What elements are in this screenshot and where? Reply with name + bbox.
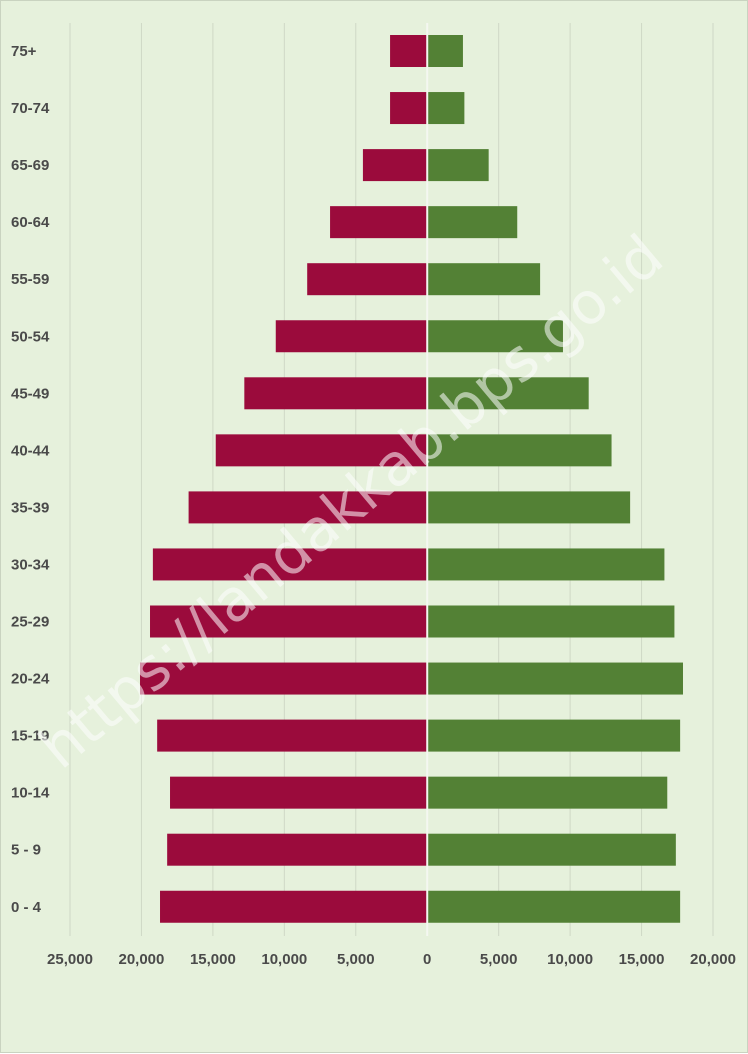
age-group-label: 50-54 [11,328,50,345]
bar-right [427,320,563,353]
bar-left [307,263,428,296]
bar-right [427,605,675,638]
bar-right [427,263,541,296]
x-tick-label: 10,000 [261,951,307,968]
age-group-label: 20-24 [11,671,50,688]
age-group-label: 40-44 [11,442,50,459]
bar-right [427,377,589,410]
bar-right [427,833,676,866]
x-tick-label: 20,000 [118,951,164,968]
x-axis-tick-labels: 25,000 20,000 15,000 10,000 5,000 0 5,000 10,00… [47,951,736,968]
x-tick-label: 15,000 [190,951,236,968]
bar-left [160,890,428,923]
bar-right [427,719,681,752]
bar-left [167,833,428,866]
bar-left [150,605,428,638]
bar-right [427,776,668,809]
bar-left [330,206,428,239]
age-group-label: 60-64 [11,214,50,231]
age-group-label: 45-49 [11,385,49,402]
bar-left [390,92,428,125]
x-tick-label: 5,000 [480,951,518,968]
bar-left [215,434,428,467]
age-group-label: 65-69 [11,157,49,174]
bar-right [427,491,631,524]
bar-left [362,149,428,182]
bar-left [275,320,428,353]
bar-right [427,206,518,239]
bar-right [427,662,683,695]
age-group-label: 35-39 [11,499,49,516]
x-tick-label: 0 [423,951,431,968]
x-tick-label: 25,000 [47,951,93,968]
bar-right [427,890,681,923]
age-group-label: 30-34 [11,556,50,573]
bar-left [170,776,428,809]
bar-right [427,434,612,467]
x-tick-label: 15,000 [619,951,665,968]
bar-right [427,92,465,125]
bars [140,35,683,923]
bar-left [188,491,428,524]
bar-left [152,548,428,581]
bar-left [390,35,428,67]
bar-right [427,35,463,67]
age-group-label: 75+ [11,43,37,60]
x-tick-label: 5,000 [337,951,375,968]
age-group-label: 5 - 9 [11,842,41,859]
x-tick-label: 10,000 [547,951,593,968]
age-group-label: 70-74 [11,100,50,117]
bar-left [157,719,428,752]
age-group-label: 25-29 [11,614,49,631]
x-tick-label: 20,000 [690,951,736,968]
bar-left [244,377,428,410]
age-group-label: 0 - 4 [11,899,42,916]
age-group-labels: 75+ 70-74 65-69 60-64 55-59 50-54 45-49 40-44 35… [11,43,50,916]
age-group-label: 10-14 [11,785,50,802]
age-group-label: 55-59 [11,271,49,288]
gridlines [69,23,714,936]
bar-right [427,548,665,581]
bar-left [140,662,428,695]
age-group-label: 15-19 [11,728,49,745]
bar-right [427,149,489,182]
